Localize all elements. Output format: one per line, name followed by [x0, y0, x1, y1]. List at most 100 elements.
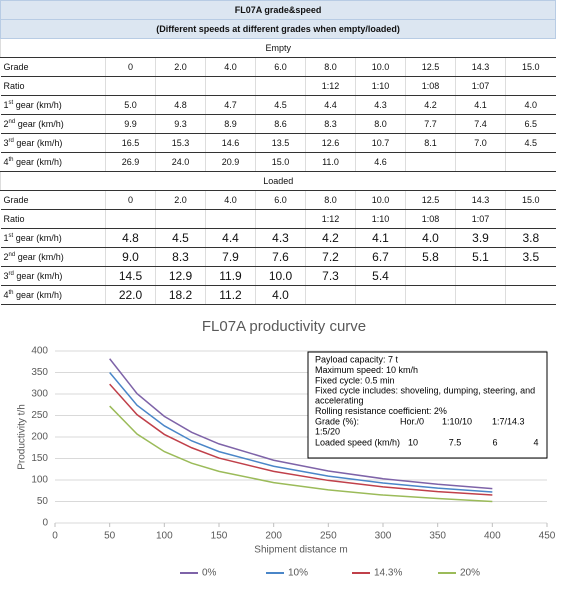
label-text: gear (km/h): [13, 271, 63, 281]
cell: 4.4: [205, 228, 256, 248]
cell: 14.3: [455, 57, 506, 77]
label-num: 4: [3, 157, 9, 167]
cell: 10.0: [355, 190, 406, 210]
cell: 11.0: [305, 152, 356, 172]
section-row: Empty: [0, 38, 556, 58]
label-text: gear (km/h): [15, 119, 64, 129]
note-text: 1:7/14.3: [492, 416, 525, 426]
section-name: Empty: [0, 38, 556, 58]
y-tick-label: 150: [31, 453, 48, 464]
cell: 10.0: [355, 57, 406, 77]
cell: 14.5: [105, 266, 156, 286]
label-text: Ratio: [3, 81, 25, 91]
x-tick-label: 350: [429, 531, 446, 542]
cell: 8.0: [305, 57, 356, 77]
table-subtitle: (Different speeds at different grades wh…: [0, 19, 557, 39]
label-text: Ratio: [3, 214, 25, 224]
note-text: 1:10/10: [442, 416, 472, 426]
label-num: 2: [3, 252, 9, 262]
cell: 11.9: [205, 266, 256, 286]
cell: 4.3: [355, 95, 406, 115]
table-row: 4th gear (km/h) 26.9 24.0 20.9 15.0 11.0 4.6: [0, 152, 556, 172]
cell: 5.0: [105, 95, 156, 115]
row-label: 3rd gear (km/h): [0, 133, 106, 153]
cell: 3.5: [504, 247, 556, 267]
label-text: gear (km/h): [13, 138, 63, 148]
chart: FL07A productivity curve Shipment distan…: [17, 318, 556, 579]
x-tick-label: 400: [484, 531, 501, 542]
label-sup: th: [8, 157, 14, 163]
cell: [155, 209, 206, 229]
cell: 1:12: [305, 76, 356, 96]
note-text: 10: [408, 437, 418, 447]
table-row: Ratio 1:12 1:10 1:08 1:07: [0, 76, 556, 96]
label-sup: rd: [8, 271, 14, 277]
note-text: Fixed cycle includes: shoveling, dumping…: [315, 386, 535, 406]
cell: 18.2: [155, 285, 206, 305]
y-tick-label: 0: [42, 518, 48, 529]
cell: 4.0: [205, 190, 256, 210]
notes-box: [307, 351, 548, 459]
y-tick-label: 350: [31, 367, 48, 378]
x-tick-label: 450: [539, 531, 556, 542]
cell: 1:07: [455, 76, 506, 96]
row-label: 2nd gear (km/h): [0, 247, 106, 267]
row-label: Grade: [0, 57, 106, 77]
row-label: 2nd gear (km/h): [0, 114, 106, 134]
cell: [504, 152, 556, 172]
label-num: 1: [3, 100, 9, 110]
y-axis-label: Productivity t/h: [17, 404, 28, 470]
cell: 26.9: [105, 152, 156, 172]
cell: 5.1: [455, 247, 506, 267]
cell: 8.3: [305, 114, 356, 134]
table-row: Ratio 1:12 1:10 1:08 1:07: [0, 209, 556, 229]
cell: 15.3: [155, 133, 206, 153]
cell: 4.2: [405, 95, 456, 115]
label-text: Grade: [3, 62, 29, 72]
cell: [205, 209, 256, 229]
y-tick-label: 300: [31, 389, 48, 400]
note-text: 6: [492, 437, 497, 447]
x-axis-label: Shipment distance m: [254, 545, 347, 556]
cell: 4.6: [355, 152, 406, 172]
cell: 5.4: [355, 266, 406, 286]
cell: 8.9: [205, 114, 256, 134]
row-label: 4th gear (km/h): [0, 152, 106, 172]
table-row: 3rd gear (km/h) 14.5 12.9 11.9 10.0 7.3 5.4: [0, 266, 556, 286]
note-text: 7.5: [449, 437, 462, 447]
cell: 0: [105, 190, 156, 210]
cell: 10.0: [255, 266, 306, 286]
row-label: 4th gear (km/h): [0, 285, 106, 305]
label-text: gear (km/h): [13, 290, 63, 300]
cell: 22.0: [105, 285, 156, 305]
cell: 4.8: [155, 95, 206, 115]
cell: [105, 76, 156, 96]
cell: 8.3: [155, 247, 206, 267]
cell: [504, 209, 556, 229]
row-label: Ratio: [0, 76, 106, 96]
x-tick-label: 200: [265, 531, 282, 542]
cell: 12.9: [155, 266, 206, 286]
line-series: [109, 358, 493, 490]
cell: [504, 285, 556, 305]
cell: 2.0: [155, 190, 206, 210]
cell: 4.5: [255, 95, 306, 115]
cell: 7.4: [455, 114, 506, 134]
cell: 4.5: [504, 133, 556, 153]
cell: 15.0: [255, 152, 306, 172]
y-tick-label: 250: [31, 410, 48, 421]
cell: 4.1: [455, 95, 506, 115]
note-text: Maximum speed: 10 km/h: [315, 365, 418, 375]
x-tick-label: 100: [156, 531, 173, 542]
cell: 6.5: [504, 114, 556, 134]
note-text: Payload capacity: 7 t: [315, 354, 399, 364]
y-tick-label: 100: [31, 475, 48, 486]
cell: 4.0: [255, 285, 306, 305]
line-series: [109, 372, 493, 493]
x-tick-label: 0: [52, 531, 58, 542]
cell: 6.7: [355, 247, 406, 267]
cell: 1:08: [405, 76, 456, 96]
cell: 2.0: [155, 57, 206, 77]
cell: 1:08: [405, 209, 456, 229]
